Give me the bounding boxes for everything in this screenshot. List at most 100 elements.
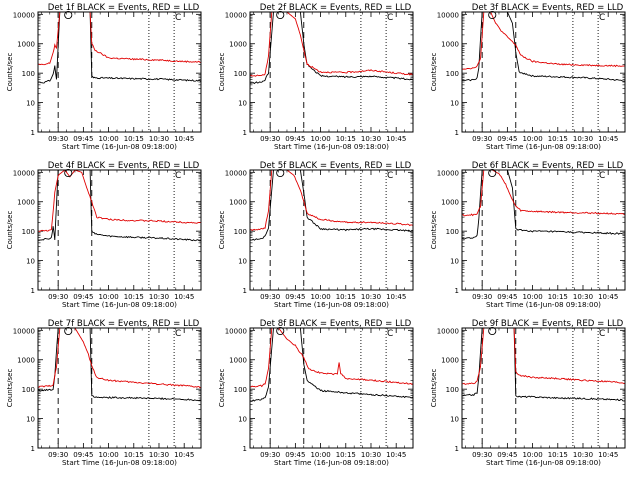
x-tick-label: 09:30 — [48, 293, 68, 301]
x-tick-label: 10:00 — [98, 293, 118, 301]
plot-data — [462, 170, 625, 290]
x-tick-label: 10:30 — [149, 451, 169, 459]
y-tick-label: 10 — [238, 100, 247, 108]
x-tick-label: 10:30 — [361, 135, 381, 143]
series-line-lld — [462, 170, 625, 217]
y-tick-label: 1 — [31, 445, 35, 453]
y-tick-label: 10000 — [225, 169, 247, 177]
x-tick-label: 10:00 — [522, 451, 542, 459]
y-tick-label: 10 — [26, 258, 35, 266]
y-axis-label: Counts/sec — [6, 211, 14, 250]
panel-det-6: Det 6f BLACK = Events, RED = LLD 1 10 100 10… — [430, 161, 626, 309]
y-tick-label: 10 — [26, 100, 35, 108]
y-tick-label: 1000 — [17, 357, 35, 365]
panel-det-4: Det 4f BLACK = Events, RED = LLD 1 10 100 10… — [6, 161, 202, 309]
y-tick-label: 10000 — [437, 169, 459, 177]
x-tick-label: 10:30 — [149, 293, 169, 301]
y-tick-label: 1000 — [229, 199, 247, 207]
x-tick-label: 10:15 — [336, 135, 356, 143]
series-line-lld — [38, 170, 201, 233]
annotation-c-label: C — [599, 329, 605, 339]
x-axis-label: Start Time (16-Jun-08 09:18:00) — [62, 142, 177, 151]
x-axis-label: Start Time (16-Jun-08 09:18:00) — [274, 458, 389, 467]
plot-data — [462, 12, 625, 132]
y-tick-label: 10000 — [13, 11, 35, 19]
x-tick-label: 10:45 — [598, 451, 618, 459]
plot-data — [462, 328, 625, 448]
y-tick-label: 1 — [455, 129, 459, 137]
series-line-lld — [38, 328, 201, 389]
panel-det-3: Det 3f BLACK = Events, RED = LLD 1 10 100 10… — [430, 3, 626, 151]
x-axis-label: Start Time (16-Jun-08 09:18:00) — [486, 458, 601, 467]
y-tick-label: 100 — [22, 228, 35, 236]
x-axis-label: Start Time (16-Jun-08 09:18:00) — [486, 300, 601, 309]
annotation-o-mark — [64, 168, 73, 178]
annotation-o-mark — [276, 326, 285, 336]
x-axis-label: Start Time (16-Jun-08 09:18:00) — [274, 300, 389, 309]
y-tick-label: 100 — [446, 228, 459, 236]
x-tick-label: 10:00 — [98, 135, 118, 143]
x-tick-label: 10:15 — [336, 451, 356, 459]
plot-data — [250, 328, 413, 448]
x-tick-label: 09:45 — [285, 135, 305, 143]
panel-det-9: Det 9f BLACK = Events, RED = LLD 1 10 100 10… — [430, 319, 626, 467]
x-tick-label: 09:30 — [48, 451, 68, 459]
panel-title: Det 3f BLACK = Events, RED = LLD — [472, 3, 624, 13]
y-axis-label: Counts/sec — [218, 211, 226, 250]
x-tick-label: 10:00 — [98, 451, 118, 459]
y-tick-label: 1 — [243, 129, 247, 137]
y-tick-label: 100 — [234, 228, 247, 236]
plot-frame — [37, 327, 202, 449]
panel-title: Det 5f BLACK = Events, RED = LLD — [260, 161, 412, 171]
plot-frame — [461, 327, 626, 449]
y-axis-label: Counts/sec — [430, 211, 438, 250]
plot-frame — [461, 169, 626, 291]
panel-det-8: Det 8f BLACK = Events, RED = LLD 1 10 100 10… — [218, 319, 414, 467]
y-tick-label: 1000 — [441, 199, 459, 207]
x-tick-label: 09:30 — [260, 293, 280, 301]
y-tick-label: 1 — [455, 287, 459, 295]
annotation-o-mark — [276, 168, 285, 178]
y-tick-label: 1000 — [229, 357, 247, 365]
plot-frame — [249, 169, 414, 291]
panel-det-2: Det 2f BLACK = Events, RED = LLD 1 10 100 10… — [218, 3, 414, 151]
x-tick-label: 09:30 — [472, 293, 492, 301]
series-line-lld — [462, 328, 625, 385]
x-tick-label: 09:30 — [48, 135, 68, 143]
plot-data — [250, 12, 413, 132]
annotation-c-label: C — [387, 13, 393, 23]
y-axis-label: Counts/sec — [218, 53, 226, 92]
series-line-events — [38, 170, 201, 242]
series-line-lld — [250, 328, 413, 388]
y-tick-label: 10000 — [13, 169, 35, 177]
panel-title: Det 8f BLACK = Events, RED = LLD — [260, 319, 412, 329]
y-tick-label: 10000 — [437, 11, 459, 19]
plot-frame — [37, 11, 202, 133]
x-tick-label: 10:45 — [174, 293, 194, 301]
series-line-events — [462, 170, 625, 240]
series-line-events — [250, 170, 413, 241]
y-tick-label: 1000 — [441, 357, 459, 365]
y-tick-label: 1 — [243, 445, 247, 453]
panel-det-5: Det 5f BLACK = Events, RED = LLD 1 10 100 10… — [218, 161, 414, 309]
x-tick-label: 10:15 — [124, 135, 144, 143]
annotation-c-label: C — [175, 171, 181, 181]
x-tick-label: 10:45 — [386, 293, 406, 301]
plot-frame — [37, 169, 202, 291]
y-tick-label: 10 — [26, 416, 35, 424]
y-tick-label: 10 — [238, 416, 247, 424]
y-tick-label: 100 — [22, 386, 35, 394]
x-tick-label: 09:45 — [497, 293, 517, 301]
plot-data — [38, 12, 201, 132]
x-tick-label: 10:15 — [548, 135, 568, 143]
y-axis-label: Counts/sec — [218, 369, 226, 408]
y-tick-label: 10 — [450, 258, 459, 266]
panel-title: Det 6f BLACK = Events, RED = LLD — [472, 161, 624, 171]
x-tick-label: 09:45 — [285, 293, 305, 301]
y-tick-label: 1 — [31, 287, 35, 295]
x-tick-label: 09:30 — [260, 135, 280, 143]
y-tick-label: 10 — [238, 258, 247, 266]
x-tick-label: 10:30 — [149, 135, 169, 143]
panel-det-7: Det 7f BLACK = Events, RED = LLD 1 10 100 10… — [6, 319, 202, 467]
